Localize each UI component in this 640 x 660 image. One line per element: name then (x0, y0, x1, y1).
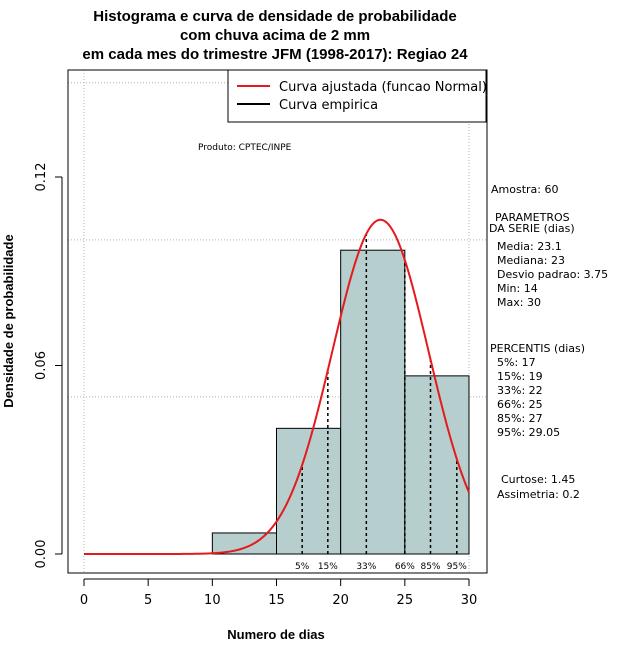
stats-line: 95%: 29.05 (497, 426, 560, 439)
stats-line: Amostra: 60 (491, 183, 558, 196)
legend-label: Curva empirica (279, 98, 378, 113)
stats-line: 33%: 22 (497, 384, 543, 397)
product-annotation: Produto: CPTEC/INPE (198, 143, 292, 153)
normal-curve (84, 218, 470, 555)
histogram-bar (340, 249, 406, 555)
y-axis-title: Densidade de probabilidade (1, 234, 16, 407)
histogram-bars (211, 249, 470, 555)
x-tick-label: 20 (332, 593, 349, 608)
percentile-label: 66% (395, 562, 415, 572)
percentile-label: 33% (356, 562, 376, 572)
stats-line: Assimetria: 0.2 (497, 488, 580, 501)
x-tick-label: 30 (461, 593, 478, 608)
histogram-bar (276, 427, 342, 555)
title-line: em cada mes do trimestre JFM (1998-2017)… (82, 46, 468, 63)
normal-curve-group (84, 218, 470, 555)
percentile-label: 15% (318, 562, 338, 572)
stats-line: Curtose: 1.45 (501, 473, 575, 486)
legend: Curva ajustada (funcao Normal) Curva empi… (227, 69, 487, 123)
gridlines (68, 70, 487, 573)
title-line: com chuva acima de 2 mm (180, 27, 370, 44)
y-tick-label: 0.06 (34, 351, 49, 380)
stats-line: PARAMETROS (495, 211, 570, 224)
legend-box (227, 69, 487, 123)
y-tick-label: 0.12 (34, 163, 49, 192)
percentile-label: 5% (295, 562, 310, 572)
x-tick-label: 25 (397, 593, 414, 608)
x-tick-label: 15 (268, 593, 285, 608)
percentile-label: 95% (447, 562, 467, 572)
percentile-markers: 5% 15% 33% 66% 85% 95% (295, 233, 467, 572)
stats-line: Min: 14 (497, 282, 538, 295)
stats-line: Media: 23.1 (497, 240, 562, 253)
histogram-bar (211, 532, 277, 555)
stats-line: 15%: 19 (497, 370, 543, 383)
stats-line: Mediana: 23 (497, 254, 565, 267)
x-tick-label: 5 (144, 593, 152, 608)
chart-title: Histograma e curva de densidade de proba… (82, 8, 468, 63)
x-axis-title: Numero de dias (227, 627, 325, 642)
stats-line: 85%: 27 (497, 412, 543, 425)
title-line: Histograma e curva de densidade de proba… (93, 8, 456, 25)
percentile-label: 85% (420, 562, 440, 572)
x-tick-label: 0 (80, 593, 88, 608)
stats-line: 66%: 25 (497, 398, 543, 411)
y-axis: 0.00 0.06 0.12 Densidade de probabilidade (1, 163, 63, 569)
legend-label: Curva ajustada (funcao Normal) (279, 80, 487, 95)
stats-line: 5%: 17 (497, 356, 536, 369)
x-tick-label: 10 (204, 593, 221, 608)
stats-line: Max: 30 (497, 296, 541, 309)
stats-line: PERCENTIS (dias) (490, 342, 585, 355)
y-tick-label: 0.00 (34, 540, 49, 569)
stats-line: Desvio padrao: 3.75 (497, 268, 608, 281)
x-axis: 0 5 10 15 20 25 30 Numero de dias (80, 578, 478, 642)
stats-line: DA SERIE (dias) (489, 222, 575, 235)
